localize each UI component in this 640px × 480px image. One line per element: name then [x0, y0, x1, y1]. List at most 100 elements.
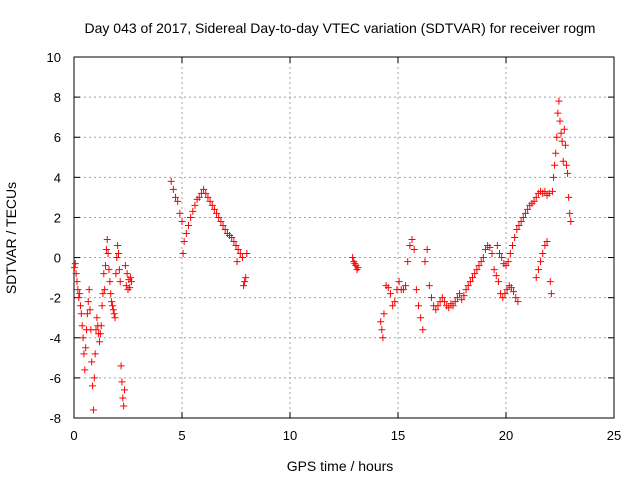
data-point — [206, 197, 214, 205]
data-point — [514, 298, 522, 306]
data-point — [77, 310, 85, 318]
data-point — [354, 264, 362, 272]
data-point — [187, 213, 195, 221]
data-markers — [70, 97, 575, 414]
data-point — [469, 274, 477, 282]
data-point — [179, 250, 187, 258]
data-point — [105, 266, 113, 274]
data-point — [415, 302, 423, 310]
data-point — [534, 266, 542, 274]
data-point — [97, 322, 105, 330]
data-point — [456, 290, 464, 298]
data-point — [191, 201, 199, 209]
data-point — [219, 221, 227, 229]
data-point — [555, 97, 563, 105]
data-point — [78, 322, 86, 330]
data-point — [475, 262, 483, 270]
data-point — [110, 310, 118, 318]
data-point — [126, 284, 134, 292]
data-point — [460, 292, 468, 300]
data-point — [553, 133, 561, 141]
y-tick-label: -4 — [49, 331, 61, 346]
data-point — [512, 294, 520, 302]
data-point — [89, 382, 97, 390]
data-point — [539, 250, 547, 258]
data-point — [81, 366, 89, 374]
data-point — [449, 302, 457, 310]
data-point — [445, 304, 453, 312]
data-point — [548, 187, 556, 195]
data-point — [90, 374, 98, 382]
y-tick-label: 2 — [54, 210, 61, 225]
y-tick-label: -2 — [49, 291, 61, 306]
data-point — [499, 294, 507, 302]
data-point — [440, 298, 448, 306]
data-point — [517, 217, 525, 225]
data-point — [421, 258, 429, 266]
data-point — [114, 250, 122, 258]
data-point — [404, 258, 412, 266]
data-point — [402, 282, 410, 290]
data-point — [566, 209, 574, 217]
data-point — [498, 254, 506, 262]
data-point — [389, 302, 397, 310]
data-point — [550, 173, 558, 181]
data-point — [399, 286, 407, 294]
data-point — [521, 209, 529, 217]
data-point — [532, 274, 540, 282]
data-point — [182, 229, 190, 237]
data-point — [230, 238, 238, 246]
data-point — [541, 187, 549, 195]
data-point — [127, 278, 135, 286]
data-point — [210, 205, 218, 213]
y-tick-labels: -8 -6 -4 -2 0 2 4 6 8 10 — [47, 50, 61, 426]
data-point — [123, 270, 131, 278]
data-point — [423, 246, 431, 254]
data-point — [83, 310, 91, 318]
data-point — [79, 334, 87, 342]
data-point — [410, 246, 418, 254]
data-point — [466, 278, 474, 286]
data-point — [486, 244, 494, 252]
x-tick-labels: 0 5 10 15 20 25 — [70, 428, 621, 443]
x-tick-label: 0 — [70, 428, 77, 443]
data-point — [84, 298, 92, 306]
data-point — [118, 378, 126, 386]
data-point — [80, 350, 88, 358]
data-point — [488, 250, 496, 258]
data-point — [112, 270, 120, 278]
data-point — [236, 250, 244, 258]
data-point — [494, 278, 502, 286]
data-point — [240, 282, 248, 290]
data-point — [96, 330, 104, 338]
data-point — [530, 197, 538, 205]
data-point — [204, 193, 212, 201]
data-point — [114, 242, 122, 250]
data-point — [496, 250, 504, 258]
data-point — [547, 290, 555, 298]
x-tick-label: 5 — [178, 428, 185, 443]
data-point — [100, 270, 108, 278]
data-point — [471, 270, 479, 278]
data-point — [438, 294, 446, 302]
x-tick-label: 10 — [283, 428, 297, 443]
data-point — [88, 358, 96, 366]
data-point — [564, 169, 572, 177]
data-point — [560, 125, 568, 133]
data-point — [546, 278, 554, 286]
data-point — [432, 306, 440, 314]
data-point — [242, 274, 250, 282]
data-point — [477, 258, 485, 266]
data-point — [120, 402, 128, 410]
gridlines — [74, 57, 614, 418]
data-point — [72, 270, 80, 278]
data-point — [462, 286, 470, 294]
data-point — [243, 250, 251, 258]
data-point — [524, 205, 532, 213]
data-point — [76, 302, 84, 310]
data-point — [504, 258, 512, 266]
data-point — [215, 213, 223, 221]
data-point — [109, 306, 117, 314]
data-point — [519, 213, 527, 221]
data-point — [116, 278, 124, 286]
